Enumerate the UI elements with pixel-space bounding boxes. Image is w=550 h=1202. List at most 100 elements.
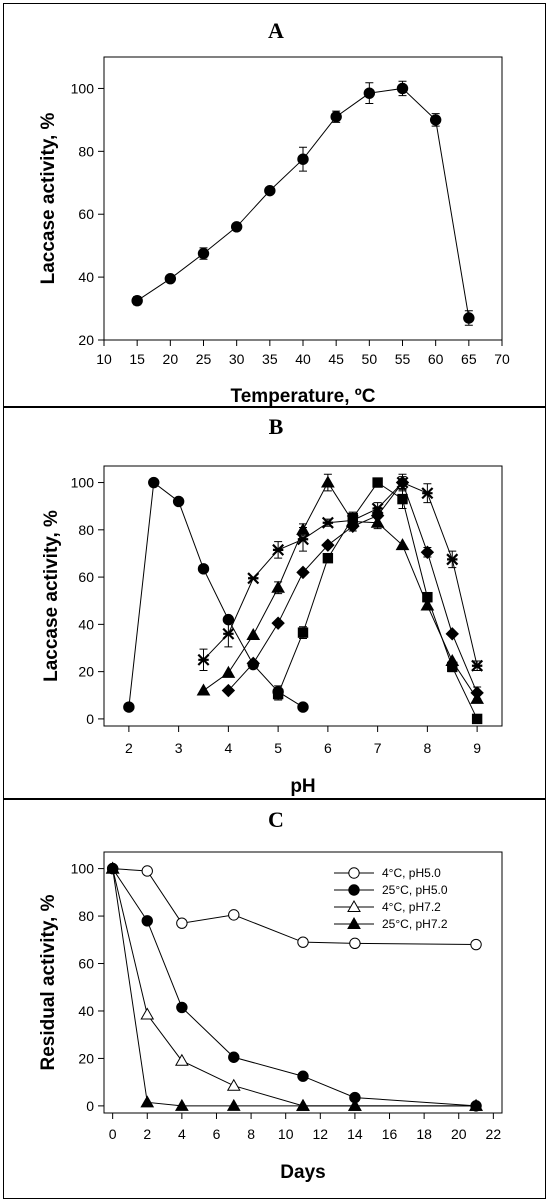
y-tick-label: 60 (78, 206, 94, 222)
x-tick-label: 0 (109, 1126, 117, 1142)
x-tick-label: 20 (451, 1126, 467, 1142)
data-point (463, 312, 475, 324)
x-tick-label: 25 (196, 351, 212, 367)
data-point (469, 1098, 483, 1111)
data-point (322, 552, 334, 564)
data-point (363, 87, 376, 99)
x-tick-label: 20 (163, 351, 179, 367)
x-tick-label: 65 (461, 351, 477, 367)
data-point (246, 656, 260, 671)
data-point (196, 683, 211, 696)
data-point (321, 475, 335, 488)
data-point (396, 82, 409, 95)
legend-marker (348, 884, 360, 896)
series-line (203, 481, 478, 700)
x-tick-label: 7 (374, 740, 382, 756)
data-point (330, 111, 342, 123)
data-point (321, 538, 335, 552)
x-axis-label: Days (280, 1162, 325, 1183)
x-tick-label: 5 (274, 740, 282, 756)
data-point (226, 1098, 241, 1111)
x-tick-label: 40 (295, 351, 311, 367)
data-point (221, 665, 236, 678)
data-point (470, 686, 484, 700)
y-tick-label: 100 (71, 475, 95, 491)
series-1 (123, 476, 309, 713)
data-point (296, 522, 310, 535)
y-tick-label: 100 (71, 861, 95, 877)
legend-marker (347, 916, 361, 929)
x-tick-label: 12 (313, 1126, 329, 1142)
chart-a: A 10 15 20 25 30 35 40 45 50 55 60 65 70 20 40 60 80 100 Te… (38, 18, 510, 406)
data-point (197, 563, 210, 575)
data-point (228, 1051, 240, 1063)
legend: 4°C, pH5.0 25°C, pH5.0 4°C, pH7.2 25°C, pH7… (334, 866, 448, 931)
x-axis-label: Temperature, ºC (231, 386, 376, 406)
x-tick-label: 10 (96, 351, 112, 367)
data-point (172, 495, 185, 508)
data-point (297, 936, 309, 948)
data-point (175, 1053, 189, 1066)
legend-label: 4°C, pH5.0 (382, 866, 441, 880)
data-point (272, 688, 284, 700)
y-tick-label: 40 (78, 269, 94, 285)
x-tick-label: 16 (382, 1126, 398, 1142)
series-5 (272, 477, 483, 725)
data-point (246, 627, 261, 640)
series-line (128, 481, 304, 708)
data-point (131, 294, 143, 307)
x-tick-label: 15 (129, 351, 145, 367)
y-axis-label: Residual activity, % (38, 894, 59, 1070)
panel-c: C 0 2 4 6 8 10 12 14 16 18 20 22 0 20 40 60 80 100 Days Resi… (3, 799, 546, 1199)
data-point (470, 938, 482, 951)
x-tick-label: 8 (423, 740, 431, 756)
y-tick-label: 40 (78, 1003, 94, 1019)
data-point (446, 553, 459, 566)
x-tick-label: 4 (178, 1126, 186, 1142)
data-point (395, 475, 410, 490)
data-point (297, 153, 309, 165)
data-point (429, 114, 442, 126)
data-point (271, 616, 285, 630)
series-line (203, 481, 478, 666)
data-point (296, 565, 310, 580)
data-point (230, 221, 243, 233)
data-point (297, 701, 309, 713)
data-point (422, 591, 433, 603)
data-point (176, 1001, 188, 1014)
series-1 (131, 80, 475, 326)
data-point (221, 683, 236, 698)
data-point (321, 516, 334, 529)
chart-c: C 0 2 4 6 8 10 12 14 16 18 20 22 0 20 40 60 80 100 Days Resi… (38, 807, 503, 1183)
data-point (140, 1007, 155, 1020)
data-point (272, 543, 285, 556)
panel-a: A 10 15 20 25 30 35 40 45 50 55 60 65 70 20 40 60 80 100 Te… (3, 3, 546, 407)
series-3 (196, 473, 484, 704)
x-tick-label: 35 (262, 351, 278, 367)
data-point (123, 701, 135, 713)
y-tick-label: 0 (86, 1098, 94, 1114)
x-tick-label: 9 (473, 740, 481, 756)
data-point (471, 659, 484, 672)
data-point (349, 937, 361, 950)
y-axis-label: Laccase activity, % (38, 112, 59, 284)
data-point (372, 477, 383, 488)
panel-b: B 2 3 4 5 6 7 8 9 0 20 40 60 80 100 pH Laccase activity,… (3, 407, 546, 799)
x-tick-label: 50 (362, 351, 378, 367)
data-point (471, 713, 483, 725)
data-point (297, 627, 309, 638)
series-4 (221, 475, 484, 700)
data-point (141, 915, 153, 927)
y-tick-label: 20 (78, 1050, 94, 1066)
series-4 (105, 861, 483, 1111)
data-point (141, 865, 153, 877)
y-tick-label: 60 (78, 956, 94, 972)
y-tick-label: 80 (78, 908, 94, 924)
data-point (297, 1070, 309, 1082)
x-tick-label: 3 (175, 740, 183, 756)
x-tick-label: 45 (328, 351, 344, 367)
y-tick-label: 60 (78, 569, 94, 585)
data-point (397, 493, 408, 505)
x-tick-label: 70 (494, 351, 510, 367)
data-point (264, 184, 276, 197)
